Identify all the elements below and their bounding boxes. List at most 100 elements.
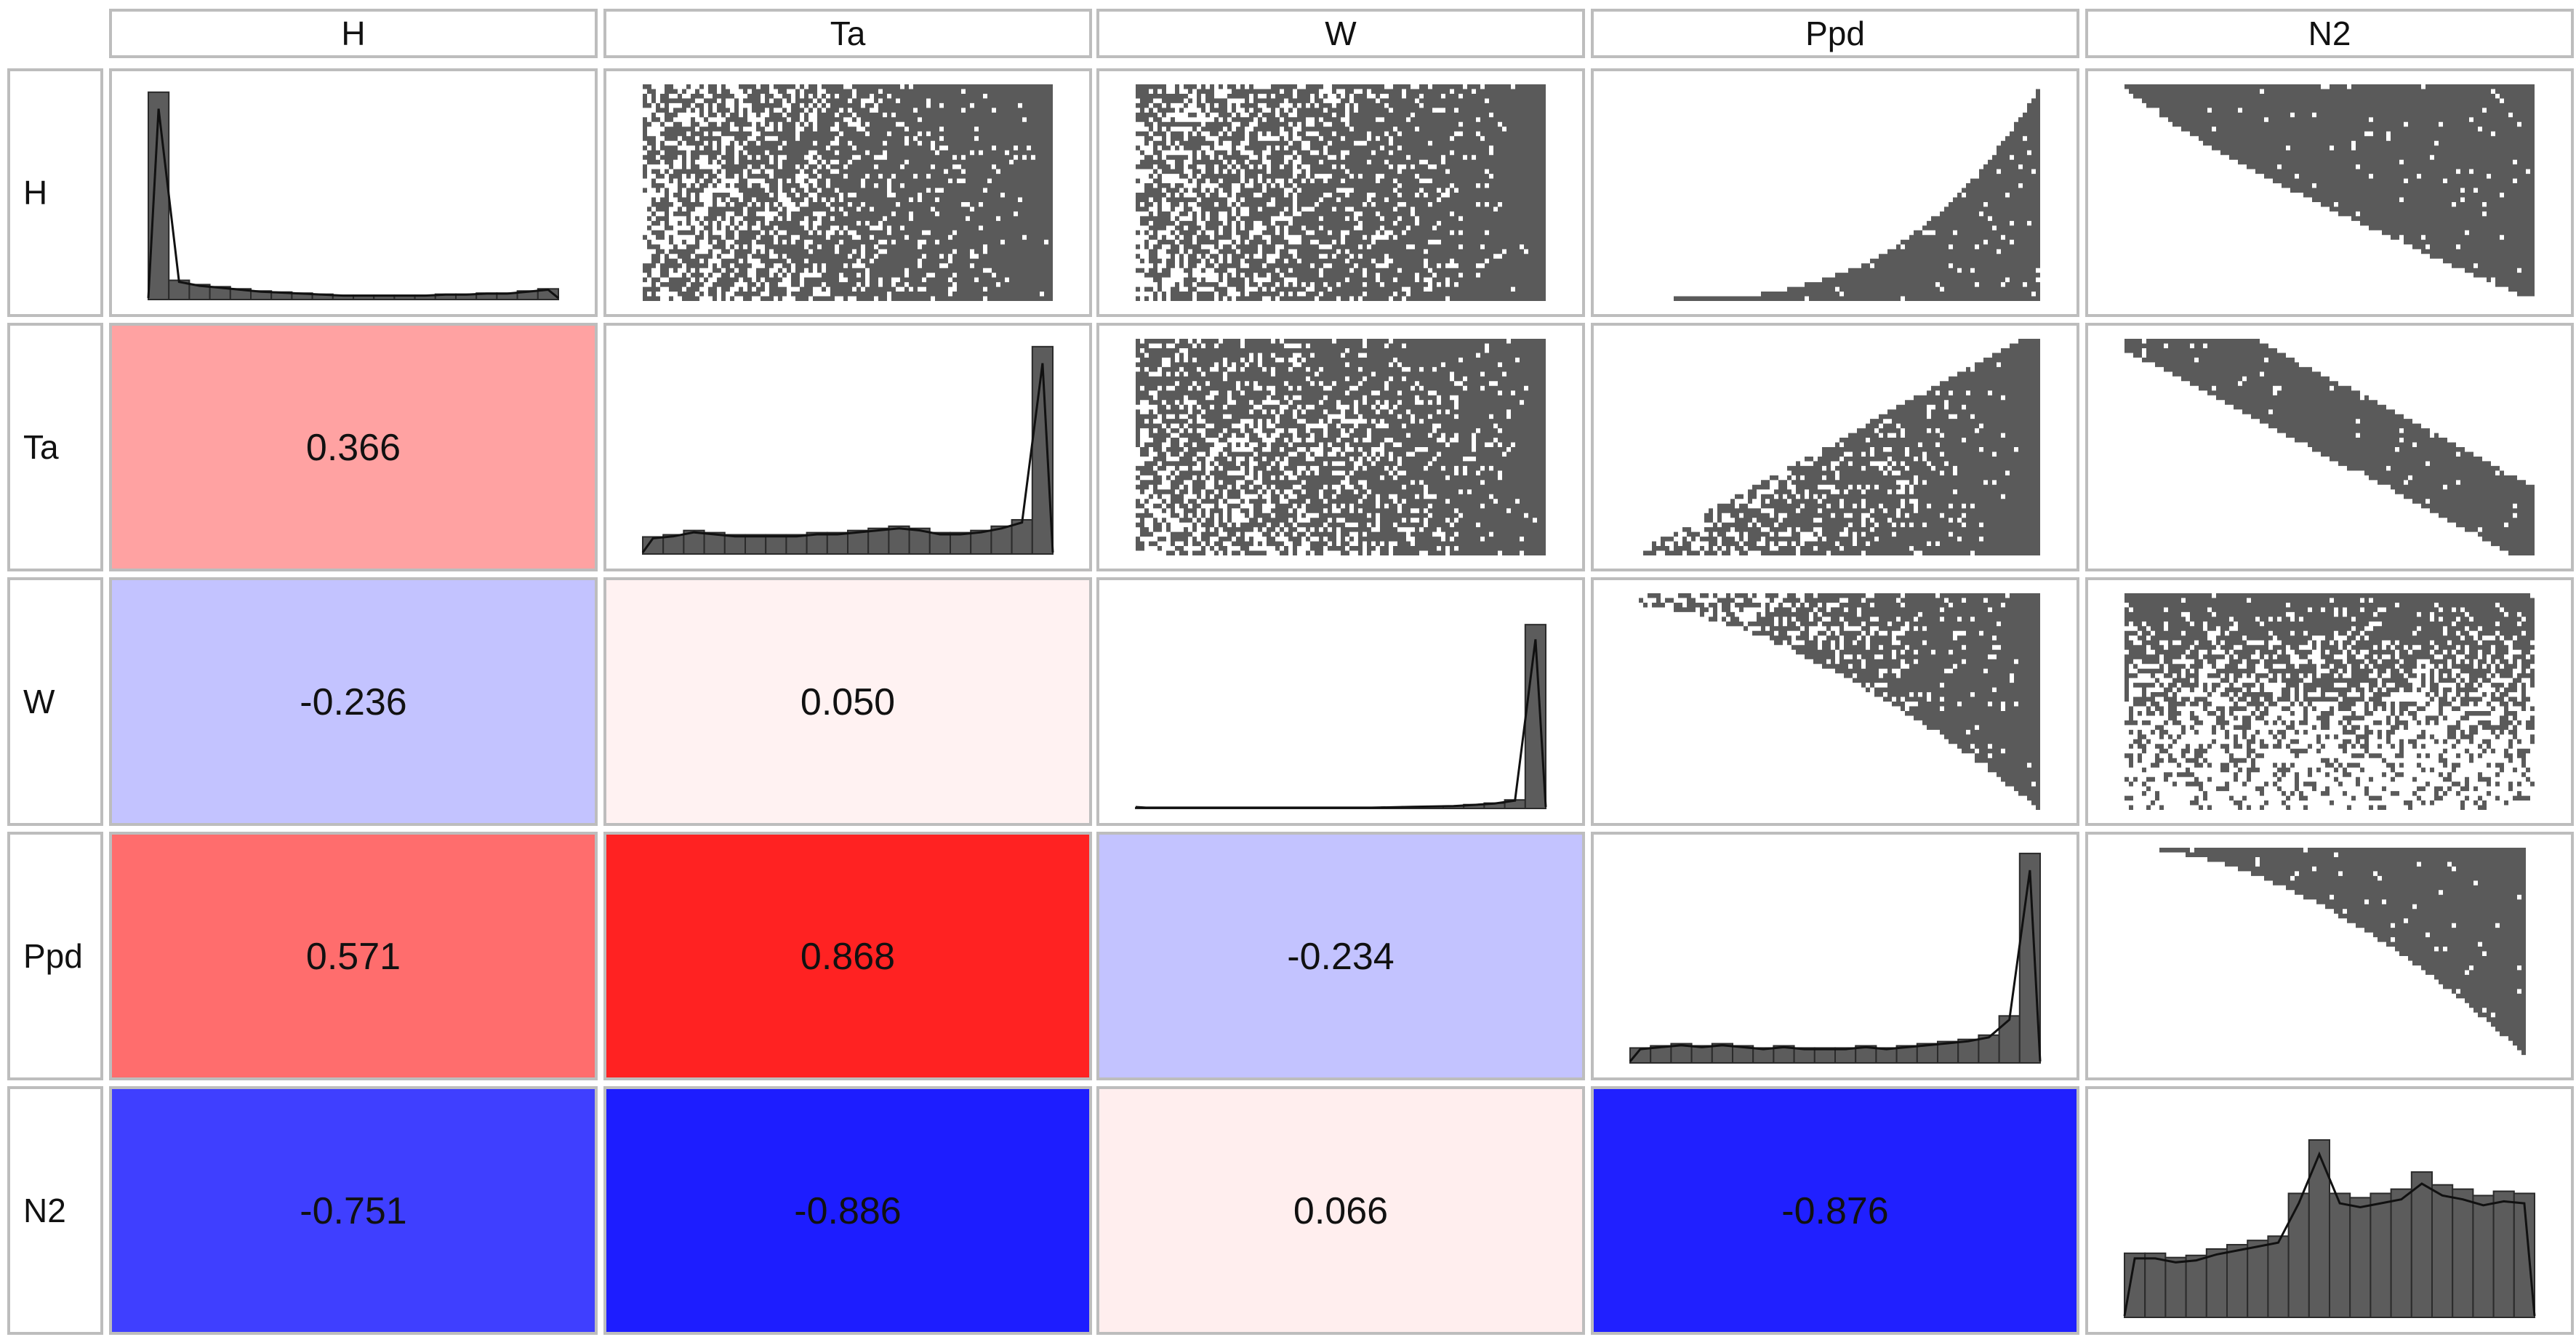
cell-ppd-ppd	[1591, 832, 2079, 1080]
histogram-frame	[109, 68, 598, 317]
cell-ta-h: 0.366	[109, 323, 598, 571]
cell-w-ta: 0.050	[603, 577, 1092, 826]
histogram-bar	[2205, 1248, 2228, 1319]
scatter-points	[2124, 84, 2535, 297]
scatter-frame	[2085, 577, 2574, 826]
scatter-points	[2124, 339, 2535, 555]
cell-h-w	[1096, 68, 1585, 317]
cell-w-w	[1096, 577, 1585, 826]
correlation-label: -0.886	[794, 1190, 901, 1232]
column-headers: H Ta W Ppd N2	[109, 9, 2574, 58]
cell-ppd-ta: 0.868	[603, 832, 1092, 1080]
histogram-bar	[2164, 1256, 2187, 1319]
density-line	[1629, 870, 2042, 1062]
scatter-frame	[1591, 68, 2079, 317]
column-header-label: Ta	[830, 15, 866, 52]
histogram-bar	[2247, 1240, 2269, 1319]
column-header-n2: N2	[2085, 9, 2574, 58]
cell-ta-n2	[2085, 323, 2574, 571]
cell-w-ppd	[1591, 577, 2079, 826]
histogram-bar	[2410, 1171, 2433, 1318]
cell-n2-w: 0.066	[1096, 1086, 1585, 1335]
correlation-fill	[603, 577, 1092, 826]
scatter-points	[2159, 848, 2526, 1056]
row-header-frame	[7, 577, 103, 826]
histogram-bar	[2185, 1254, 2207, 1318]
scatter-frame	[603, 68, 1092, 317]
correlation-fill	[109, 577, 598, 826]
density-line	[2123, 1151, 2536, 1317]
scatter-points	[1136, 339, 1546, 555]
histogram-frame	[2085, 1086, 2574, 1335]
histogram-bar	[2287, 1192, 2310, 1318]
histogram-frame	[1096, 577, 1585, 826]
column-header-frame	[109, 9, 598, 58]
histogram-bar	[970, 529, 992, 555]
histogram-bar	[2492, 1190, 2515, 1319]
density-line	[1135, 639, 1547, 809]
scatter-frame	[1591, 577, 2079, 826]
row-header-frame	[7, 68, 103, 317]
histogram-bar	[2267, 1235, 2290, 1319]
cell-ppd-w: -0.234	[1096, 832, 1585, 1080]
histogram-frame	[1591, 832, 2079, 1080]
cell-ta-ppd	[1591, 323, 2079, 571]
column-header-h: H	[109, 9, 598, 58]
histogram-bar	[950, 531, 972, 555]
row-header-frame	[7, 1086, 103, 1335]
scatter-frame	[1591, 323, 2079, 571]
cell-w-h: -0.236	[109, 577, 598, 826]
density-line	[641, 363, 1054, 553]
correlation-label: -0.236	[300, 681, 406, 723]
histogram-bar	[888, 525, 910, 555]
scatter-points	[1136, 84, 1546, 301]
column-header-label: W	[1325, 15, 1357, 52]
cell-h-h	[109, 68, 598, 317]
histogram-bar	[2390, 1188, 2412, 1318]
histogram-bar	[745, 534, 767, 555]
histogram-bar	[723, 534, 746, 555]
correlation-label: -0.234	[1287, 936, 1394, 978]
histogram-bar	[928, 531, 952, 555]
column-header-frame	[603, 9, 1092, 58]
histogram-bar	[1957, 1038, 1980, 1064]
density-line	[147, 108, 559, 300]
correlation-fill	[1096, 1086, 1585, 1335]
cell-n2-ta: -0.886	[603, 1086, 1092, 1335]
scatter-frame	[2085, 323, 2574, 571]
row-headers: H Ta W Ppd N2	[7, 68, 103, 1335]
column-header-frame	[1096, 9, 1585, 58]
histogram-bar	[2452, 1188, 2474, 1318]
histogram-bar	[785, 534, 808, 555]
scatter-frame	[2085, 68, 2574, 317]
correlation-fill	[1591, 1086, 2079, 1335]
scatter-points	[2124, 593, 2535, 810]
cell-ppd-n2	[2085, 832, 2574, 1080]
scatter-frame	[1096, 323, 1585, 571]
histogram-bar	[2349, 1197, 2372, 1318]
cell-ta-w	[1096, 323, 1585, 571]
correlation-fill	[109, 323, 598, 571]
histogram-bar	[2329, 1192, 2351, 1318]
column-header-ta: Ta	[603, 9, 1092, 58]
scatter-frame	[1096, 68, 1585, 317]
histogram-bar	[867, 527, 890, 555]
histogram-bar	[2226, 1244, 2249, 1319]
histogram-frame	[603, 323, 1092, 571]
correlation-fill	[109, 1086, 598, 1335]
histogram-bar	[2308, 1139, 2331, 1318]
row-header-w: W	[7, 577, 103, 826]
correlation-label: -0.876	[1781, 1190, 1888, 1232]
cell-ta-ta	[603, 323, 1092, 571]
correlation-fill	[109, 832, 598, 1080]
scatter-points	[1639, 593, 2040, 810]
histogram-bar	[990, 525, 1013, 555]
cell-h-ppd	[1591, 68, 2079, 317]
row-header-ppd: Ppd	[7, 832, 103, 1080]
cell-n2-h: -0.751	[109, 1086, 598, 1335]
correlation-label: 0.571	[306, 936, 401, 978]
histogram-bar	[2472, 1195, 2495, 1319]
correlation-fill	[1096, 832, 1585, 1080]
row-header-label: W	[23, 683, 55, 720]
